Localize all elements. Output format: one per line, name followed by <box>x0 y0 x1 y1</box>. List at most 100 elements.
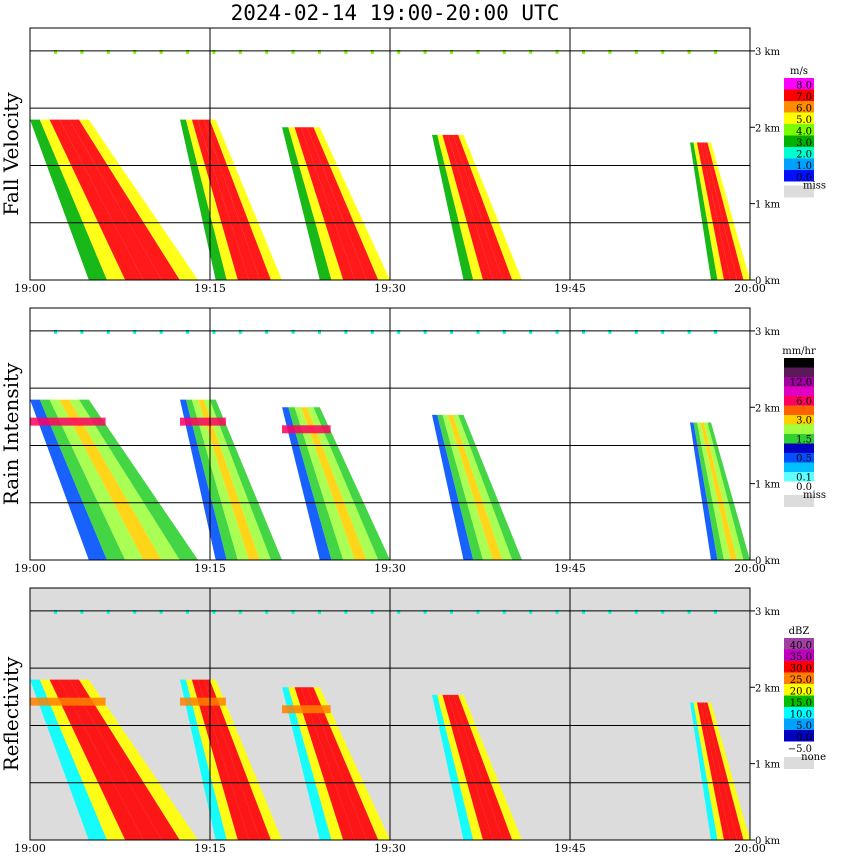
y-tick-label: 1 km <box>755 760 781 771</box>
y-tick-label: 2 km <box>755 123 781 134</box>
x-tick-label: 19:15 <box>194 842 226 855</box>
bright-band <box>30 417 106 426</box>
speckle <box>265 329 269 334</box>
fall-streak-band <box>447 694 503 840</box>
legend-label: 0.5 <box>796 454 812 465</box>
fall-streak-band <box>432 134 474 280</box>
legend-miss-swatch <box>784 185 814 198</box>
fall-streak-band <box>697 142 731 280</box>
y-tick-label: 3 km <box>755 327 781 338</box>
x-tick-label: 19:00 <box>14 282 46 295</box>
fall-streak-band <box>191 119 249 281</box>
y-tick-label: 1 km <box>755 200 781 211</box>
speckle <box>344 609 348 614</box>
fall-streak-band <box>453 694 513 840</box>
fall-streak-band <box>180 119 227 281</box>
y-tick-label: 3 km <box>755 607 781 618</box>
speckle <box>608 329 612 334</box>
bright-band <box>282 425 331 434</box>
speckle <box>159 49 163 54</box>
fall-streak-band <box>79 399 198 560</box>
speckle <box>634 609 638 614</box>
speckle <box>555 49 559 54</box>
fall-streak-band <box>59 399 162 560</box>
legend-swatch <box>784 434 814 444</box>
legend-label: 30.0 <box>790 664 812 675</box>
speckle <box>238 609 242 614</box>
fall-streak-band <box>432 414 474 560</box>
legend-swatch <box>784 472 814 482</box>
x-tick-label: 19:30 <box>374 842 406 855</box>
panel-frame <box>29 587 751 841</box>
fall-streak-band <box>180 679 227 840</box>
fall-streak-band <box>209 679 282 840</box>
y-tick-label: 2 km <box>755 683 781 694</box>
legend-label: −5.0 <box>788 744 812 755</box>
y-tick-label: 1 km <box>755 480 781 491</box>
grid <box>30 308 750 560</box>
speckle <box>714 329 717 334</box>
fall-streak-band <box>442 694 493 840</box>
fall-streak-band <box>453 414 513 560</box>
fall-streak-band <box>442 414 493 560</box>
fall-streak-band <box>442 134 493 280</box>
legend-label: 6.0 <box>796 397 812 408</box>
speckle <box>714 49 717 54</box>
legend-swatch <box>784 684 814 696</box>
speckle <box>80 329 84 334</box>
fall-streak-band <box>191 399 249 560</box>
x-tick-label: 19:45 <box>554 842 586 855</box>
x-tick-label: 20:00 <box>734 842 766 855</box>
speckle <box>529 49 533 54</box>
speckle <box>318 329 321 334</box>
legend-swatch <box>784 405 814 415</box>
clutter-speckles <box>54 609 717 614</box>
speckle <box>54 609 57 614</box>
speckle <box>106 609 110 614</box>
speckle <box>661 329 665 334</box>
legend-label: 6.0 <box>796 104 812 115</box>
legend-swatch <box>784 661 814 673</box>
legend-label: 0.0 <box>796 173 812 184</box>
fall-streak-band <box>447 414 503 560</box>
fall-streak-band <box>697 702 731 840</box>
fall-streak-band <box>693 702 724 840</box>
legend-swatch <box>784 695 814 707</box>
y-tick-label: 0 km <box>755 556 781 567</box>
fall-streak-band <box>30 679 107 840</box>
speckle <box>582 49 585 54</box>
x-tick-label: 20:00 <box>734 282 766 295</box>
legend-swatch <box>784 741 814 753</box>
x-tick-label: 19:15 <box>194 562 226 575</box>
legend-miss-swatch <box>784 757 814 769</box>
fall-streak-band <box>203 679 271 840</box>
legend-swatch <box>784 707 814 719</box>
fall-streak-band <box>185 399 238 560</box>
fall-streak-band <box>432 694 474 840</box>
speckle <box>133 609 137 614</box>
speckle <box>212 49 216 54</box>
legend-label: 35.0 <box>790 652 812 663</box>
speckle <box>106 329 110 334</box>
fall-streak-band <box>203 119 271 281</box>
speckle <box>476 609 480 614</box>
fall-streak-band <box>707 422 750 560</box>
speckle <box>687 609 691 614</box>
legend-swatch <box>784 386 814 396</box>
x-tick-label: 19:45 <box>554 562 586 575</box>
legend-label: 15.0 <box>790 698 812 709</box>
x-tick-label: 19:30 <box>374 562 406 575</box>
echo-field <box>30 119 750 281</box>
panel-ylabel: Fall Velocity <box>0 92 23 216</box>
speckle <box>265 49 269 54</box>
fall-streak-band <box>59 119 162 281</box>
speckle <box>133 49 137 54</box>
x-tick-label: 19:00 <box>14 842 46 855</box>
speckle <box>634 49 638 54</box>
legend-label: 12.0 <box>790 378 812 389</box>
legend-label: 1.5 <box>796 435 812 446</box>
fall-streak-band <box>39 399 126 560</box>
speckle <box>502 329 506 334</box>
